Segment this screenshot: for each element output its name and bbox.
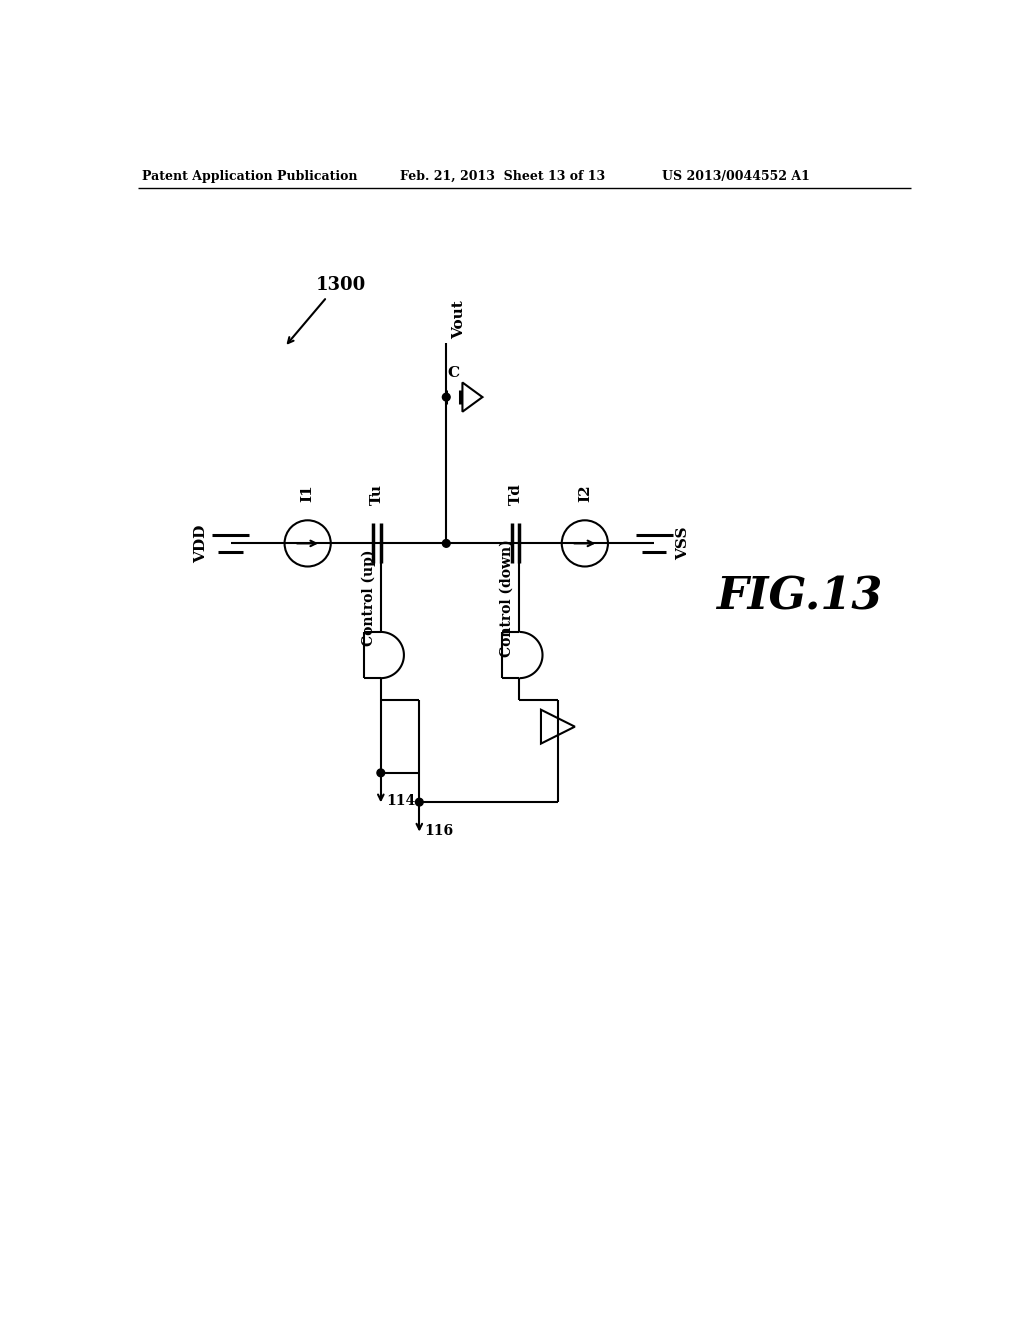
Text: Feb. 21, 2013  Sheet 13 of 13: Feb. 21, 2013 Sheet 13 of 13 xyxy=(400,170,605,183)
Text: Control (down): Control (down) xyxy=(500,539,514,656)
Text: FIG.13: FIG.13 xyxy=(716,576,882,619)
Circle shape xyxy=(377,770,385,776)
Text: I2: I2 xyxy=(578,484,592,502)
Text: VDD: VDD xyxy=(195,524,209,562)
Circle shape xyxy=(416,799,423,807)
Text: I1: I1 xyxy=(301,484,314,502)
Text: VSS: VSS xyxy=(677,527,690,560)
Text: Control (up): Control (up) xyxy=(361,549,376,645)
Text: Patent Application Publication: Patent Application Publication xyxy=(142,170,357,183)
Text: 116: 116 xyxy=(425,824,454,838)
Text: Vout: Vout xyxy=(453,301,466,339)
Text: Tu: Tu xyxy=(370,484,384,506)
Text: Td: Td xyxy=(509,483,522,506)
Text: C: C xyxy=(447,366,459,380)
Text: 1300: 1300 xyxy=(315,276,366,294)
Text: 114: 114 xyxy=(386,795,416,808)
Text: US 2013/0044552 A1: US 2013/0044552 A1 xyxy=(662,170,810,183)
Circle shape xyxy=(442,393,451,401)
Circle shape xyxy=(442,540,451,548)
